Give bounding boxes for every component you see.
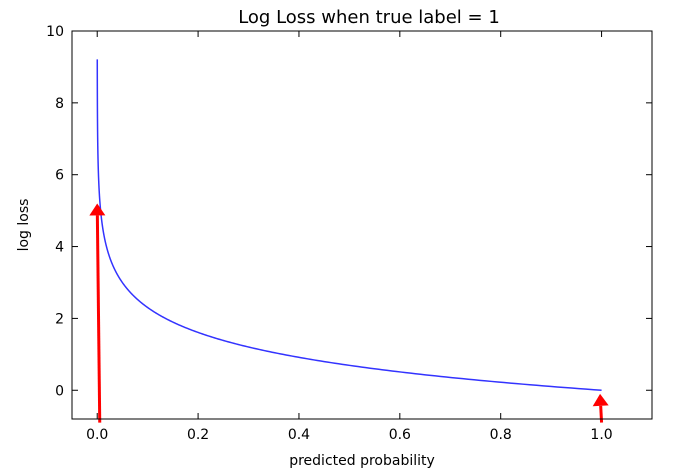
x-tick-label: 0.4	[288, 427, 310, 443]
x-tick-label: 0.8	[490, 427, 512, 443]
arrow-shaft	[95, 215, 102, 423]
chart-title: Log Loss when true label = 1	[238, 7, 500, 28]
annotation-arrows	[89, 203, 609, 423]
y-tick-label: 2	[55, 311, 64, 327]
x-tick-label: 0.0	[86, 427, 108, 443]
y-tick-label: 6	[55, 168, 64, 184]
arrow-head	[592, 393, 609, 407]
red-arrow	[89, 203, 106, 423]
x-tick-label: 0.2	[187, 427, 209, 443]
y-tick-label: 10	[46, 24, 64, 40]
arrow-shaft	[599, 405, 604, 423]
y-axis-label: log loss	[16, 199, 32, 252]
x-axis-label: predicted probability	[289, 453, 435, 469]
log-loss-curve	[96, 59, 602, 392]
x-tick-label: 0.6	[389, 427, 411, 443]
y-tick-label: 0	[55, 383, 64, 399]
y-tick-label: 8	[55, 96, 64, 112]
x-tick-label: 1.0	[590, 427, 612, 443]
y-tick-label: 4	[55, 240, 64, 256]
red-arrow	[592, 393, 609, 423]
y-axis-ticks: 0 2 4 6 8 10	[46, 24, 652, 399]
x-axis-ticks: 0.0 0.2 0.4 0.6 0.8 1.0	[86, 31, 613, 443]
arrow-head	[89, 203, 106, 216]
plot-frame	[71, 30, 653, 420]
